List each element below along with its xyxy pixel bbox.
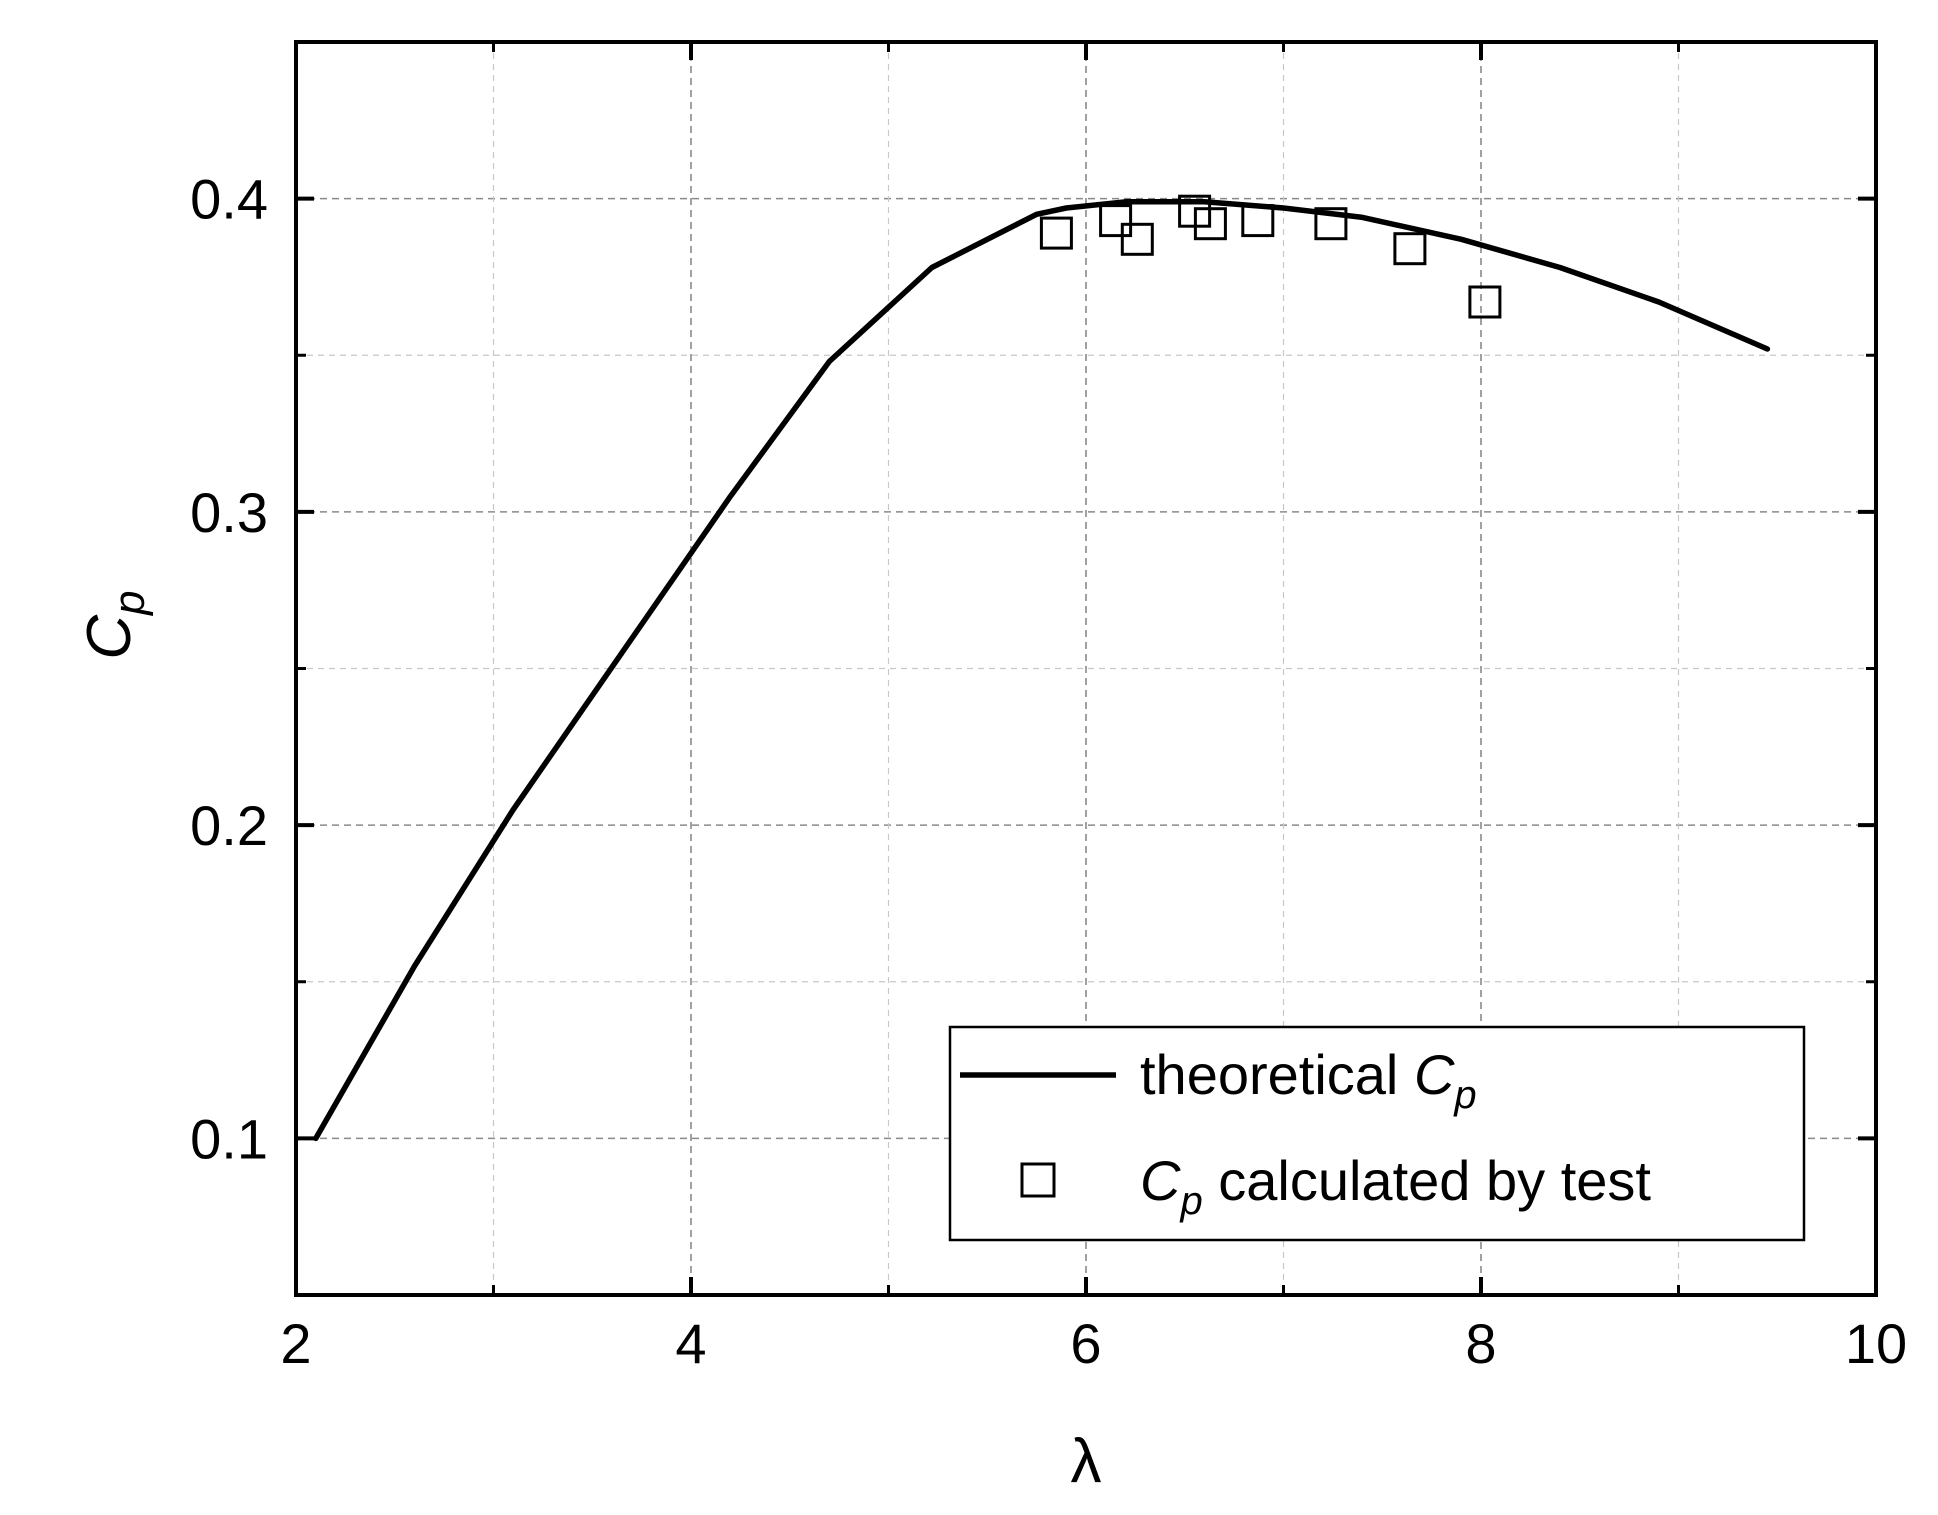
y-axis-title-sub: p <box>105 590 154 616</box>
x-tick-label: 4 <box>675 1312 706 1375</box>
legend-box <box>948 1025 1806 1242</box>
test-cp-marker <box>1468 285 1502 319</box>
legend-entry-test: Cp calculated by test <box>1140 1149 1651 1223</box>
y-axis-title: Cp <box>75 590 154 659</box>
test-cp-marker <box>1193 207 1227 241</box>
legend-entry-test-sub: p <box>1179 1179 1202 1223</box>
theoretical-cp-line <box>313 199 1771 1142</box>
legend-entry-theoretical: theoretical Cp <box>1140 1043 1477 1117</box>
legend-marker-swatch <box>1020 1162 1056 1198</box>
test-cp-marker <box>1241 204 1275 238</box>
y-axis-title-main: C <box>75 614 144 660</box>
x-axis-title: λ <box>1071 1427 1102 1496</box>
x-tick-label: 8 <box>1465 1312 1496 1375</box>
series-layer <box>313 194 1771 1142</box>
test-cp-marker <box>1039 216 1073 250</box>
y-tick-label: 0.4 <box>190 168 268 231</box>
legend-entry-theoretical-text: theoretical <box>1140 1043 1414 1106</box>
y-tick-label: 0.1 <box>190 1107 268 1170</box>
test-cp-marker <box>1393 232 1427 266</box>
legend-entry-test-c: C <box>1140 1149 1181 1212</box>
test-cp-marker <box>1120 222 1154 256</box>
x-tick-label: 6 <box>1070 1312 1101 1375</box>
tick-labels: 2 4 6 8 10 0.1 0.2 0.3 0.4 <box>190 168 1907 1375</box>
legend-entry-test-text: calculated by test <box>1203 1149 1652 1212</box>
legend-entry-theoretical-sub: p <box>1453 1073 1476 1117</box>
axis-ticks <box>294 42 1878 1295</box>
x-tick-label: 10 <box>1845 1312 1907 1375</box>
x-tick-label: 2 <box>280 1312 311 1375</box>
y-tick-label: 0.3 <box>190 481 268 544</box>
legend-entry-theoretical-c: C <box>1414 1043 1455 1106</box>
test-cp-marker <box>1314 207 1348 241</box>
test-cp-marker <box>1099 204 1133 238</box>
y-tick-label: 0.2 <box>190 794 268 857</box>
legend: theoretical Cp Cp calculated by test <box>948 1025 1806 1242</box>
